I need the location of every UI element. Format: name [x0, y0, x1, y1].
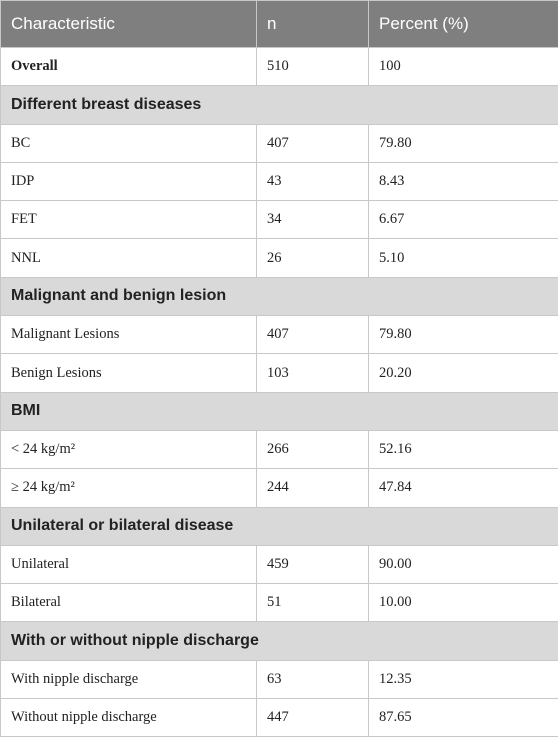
- section-label: Different breast diseases: [1, 86, 558, 124]
- cell: 12.35: [369, 660, 558, 698]
- cell: 20.20: [369, 354, 558, 392]
- section-label: Unilateral or bilateral disease: [1, 507, 558, 545]
- cell: 52.16: [369, 430, 558, 468]
- section-label: BMI: [1, 392, 558, 430]
- cell: 34: [257, 201, 369, 239]
- column-header: n: [257, 1, 369, 48]
- cell: 510: [257, 48, 369, 86]
- row-label: Unilateral: [1, 545, 257, 583]
- section-row: Different breast diseases: [1, 86, 558, 124]
- row-label: Overall: [1, 48, 257, 86]
- row-label: ≥ 24 kg/m²: [1, 469, 257, 507]
- row-label: Malignant Lesions: [1, 316, 257, 354]
- cell: 10.00: [369, 584, 558, 622]
- cell: 63: [257, 660, 369, 698]
- cell: 459: [257, 545, 369, 583]
- cell: 79.80: [369, 124, 558, 162]
- column-header: Percent (%): [369, 1, 558, 48]
- cell: 103: [257, 354, 369, 392]
- section-label: With or without nipple discharge: [1, 622, 558, 660]
- row-label: < 24 kg/m²: [1, 430, 257, 468]
- cell: 43: [257, 162, 369, 200]
- cell: 90.00: [369, 545, 558, 583]
- section-label: Malignant and benign lesion: [1, 277, 558, 315]
- cell: 407: [257, 316, 369, 354]
- row-label: Benign Lesions: [1, 354, 257, 392]
- section-row: With or without nipple discharge: [1, 622, 558, 660]
- section-row: BMI: [1, 392, 558, 430]
- cell: 266: [257, 430, 369, 468]
- row-label: FET: [1, 201, 257, 239]
- cell: 8.43: [369, 162, 558, 200]
- cell: 79.80: [369, 316, 558, 354]
- column-header: Characteristic: [1, 1, 257, 48]
- cell: 447: [257, 699, 369, 737]
- section-row: Malignant and benign lesion: [1, 277, 558, 315]
- cell: 87.65: [369, 699, 558, 737]
- row-label: NNL: [1, 239, 257, 277]
- row-label: Bilateral: [1, 584, 257, 622]
- row-label: BC: [1, 124, 257, 162]
- row-label: IDP: [1, 162, 257, 200]
- cell: 6.67: [369, 201, 558, 239]
- cell: 47.84: [369, 469, 558, 507]
- row-label: With nipple discharge: [1, 660, 257, 698]
- cell: 407: [257, 124, 369, 162]
- cell: 51: [257, 584, 369, 622]
- section-row: Unilateral or bilateral disease: [1, 507, 558, 545]
- row-label: Without nipple discharge: [1, 699, 257, 737]
- cell: 244: [257, 469, 369, 507]
- cell: 26: [257, 239, 369, 277]
- cell: 100: [369, 48, 558, 86]
- cell: 5.10: [369, 239, 558, 277]
